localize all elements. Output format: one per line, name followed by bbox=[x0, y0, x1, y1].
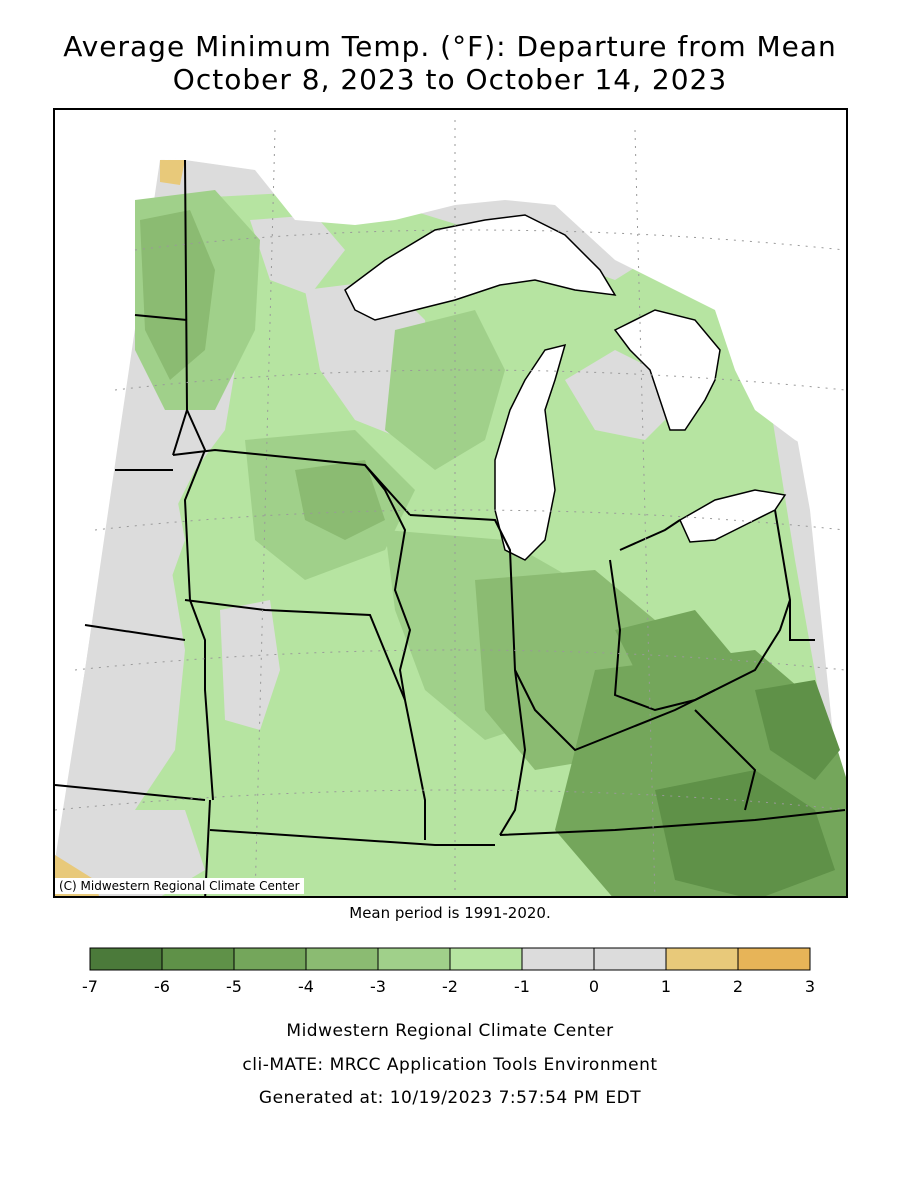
footer-generated-time: Generated at: 10/19/2023 7:57:54 PM EDT bbox=[258, 1088, 642, 1108]
mean-period-note: Mean period is 1991-2020. bbox=[349, 904, 551, 922]
zone-gray-ia bbox=[220, 600, 280, 730]
lake-superior bbox=[344, 214, 617, 321]
legend-bars bbox=[89, 947, 811, 971]
zone-darkgreen-oh bbox=[615, 610, 745, 720]
zone-gray-west bbox=[55, 460, 185, 870]
legend-swatch bbox=[89, 947, 163, 971]
map-title: Average Minimum Temp. (°F): Departure fr… bbox=[63, 30, 837, 63]
river-borders bbox=[183, 409, 716, 801]
zone-darkgreen-mn bbox=[140, 210, 215, 380]
legend-swatch bbox=[449, 947, 523, 971]
lake-michigan bbox=[494, 343, 567, 561]
legend-tick-label: -7 bbox=[82, 977, 98, 996]
map-date-range: October 8, 2023 to October 14, 2023 bbox=[172, 63, 728, 96]
legend-swatch bbox=[665, 947, 739, 971]
graticule bbox=[55, 120, 846, 896]
legend-tick-label: 1 bbox=[661, 977, 671, 996]
color-legend: -7 -6 -5 -4 -3 -2 -1 0 1 2 3 bbox=[82, 947, 815, 996]
departure-map bbox=[55, 110, 846, 896]
legend-swatch bbox=[305, 947, 379, 971]
legend-tick-label: 3 bbox=[805, 977, 815, 996]
legend-tick-label: -3 bbox=[370, 977, 386, 996]
zone-warm-nw bbox=[160, 160, 185, 185]
legend-swatch bbox=[521, 947, 595, 971]
zone-darkgreen-ky bbox=[655, 770, 835, 896]
footer-tool-name: cli-MATE: MRCC Application Tools Environ… bbox=[242, 1055, 658, 1075]
canada-landmass bbox=[160, 110, 846, 468]
legend-tick-label: -4 bbox=[298, 977, 314, 996]
zone-gray-mi bbox=[565, 350, 675, 440]
legend-swatch bbox=[233, 947, 307, 971]
lake-huron bbox=[613, 309, 721, 431]
legend-swatch bbox=[593, 947, 667, 971]
copyright-label: (C) Midwestern Regional Climate Center bbox=[55, 878, 304, 894]
legend-ticks: -7 -6 -5 -4 -3 -2 -1 0 1 2 3 bbox=[82, 977, 815, 996]
legend-swatch bbox=[377, 947, 451, 971]
legend-tick-label: 0 bbox=[589, 977, 599, 996]
legend-swatch bbox=[161, 947, 235, 971]
zone-gray-sw bbox=[55, 810, 205, 896]
legend-tick-label: 2 bbox=[733, 977, 743, 996]
legend-tick-label: -6 bbox=[154, 977, 170, 996]
legend-tick-label: -2 bbox=[442, 977, 458, 996]
legend-swatch bbox=[737, 947, 811, 971]
footer-organization: Midwestern Regional Climate Center bbox=[286, 1021, 614, 1041]
zone-darkgreen-wv bbox=[755, 680, 840, 780]
zone-gray-mn bbox=[250, 215, 345, 295]
zone-green-wi bbox=[385, 310, 505, 470]
legend-tick-label: -1 bbox=[514, 977, 530, 996]
legend-tick-label: -5 bbox=[226, 977, 242, 996]
map-panel bbox=[53, 108, 848, 898]
zone-darkgreen-ia bbox=[295, 460, 385, 540]
